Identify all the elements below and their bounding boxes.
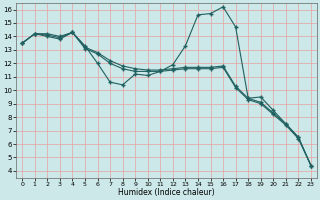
X-axis label: Humidex (Indice chaleur): Humidex (Indice chaleur) bbox=[118, 188, 215, 197]
